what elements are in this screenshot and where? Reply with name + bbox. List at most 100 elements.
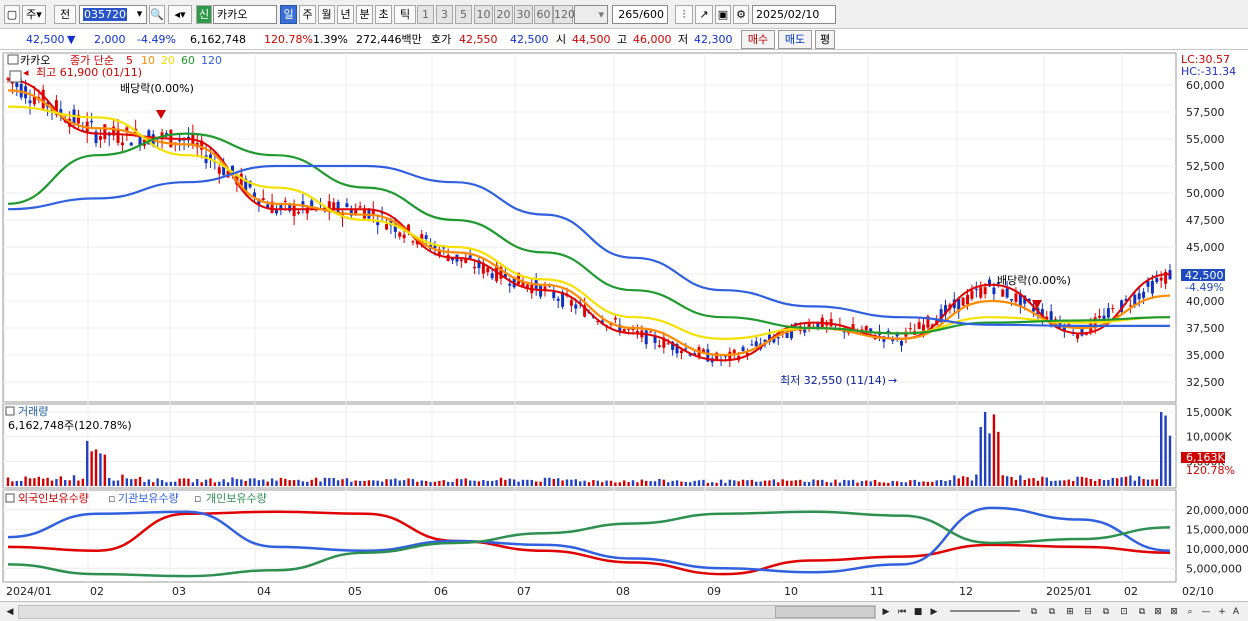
gear-icon[interactable]: ⚙ [733,5,749,24]
preset-120-button[interactable]: 120 [553,5,575,24]
candle-body [1155,277,1159,283]
interval-tick-tab[interactable]: 틱 [394,5,416,24]
volume-bar [134,478,137,486]
candle-body [517,272,521,285]
preset-30-button[interactable]: 30 [514,5,533,24]
volume-bar [1098,478,1101,486]
period-mode-select[interactable]: 주▾ [22,5,46,24]
panel-menu-icon[interactable] [7,54,19,65]
scroll-right-icon[interactable]: ▶ [882,607,890,617]
volume-bar [649,481,652,486]
count-field[interactable]: 265/600 [612,5,668,24]
interval-day-tab[interactable]: 일 [280,5,297,24]
draw-icon[interactable]: ↗ [695,5,713,24]
volume-bar [204,479,208,486]
candle-body [332,202,336,211]
scroll-track[interactable] [18,605,876,619]
measure-icon[interactable]: ⊡ [1120,607,1128,617]
volume-bar [570,479,573,486]
zoom-icon[interactable]: ⧉ [1030,607,1038,617]
speaker-icon[interactable]: ◂▾ [168,5,192,24]
crosshair-icon[interactable]: ⊞ [1066,607,1074,617]
prev-button[interactable]: 전 [54,5,76,24]
volume-bar [702,479,705,486]
interval-day-label: 일 [283,8,294,21]
grid-toggle-icon[interactable] [9,70,22,83]
export-icon[interactable]: ⧉ [1138,607,1146,617]
preset-5-button[interactable]: 5 [455,5,472,24]
copy-icon[interactable]: ⧉ [1102,607,1110,617]
buy-button[interactable]: 매수 [741,30,775,49]
volume-bar [574,479,577,486]
scroll-thumb[interactable] [775,606,875,618]
select-icon[interactable]: ⊟ [1084,607,1092,617]
bottom-scrollbar[interactable]: ◀ ▶ ⏮ ■ ▶ ⧉ ⧉ ⊞ ⊟ ⧉ ⊡ ⧉ ⊠ ⊠ ⌕ — + A [0,601,1248,621]
candle-body [490,273,494,279]
candle-body [1001,289,1005,297]
stock-chart[interactable]: 60,000 57,500 55,000 52,500 50,000 47,500 45,0… [0,50,1248,601]
search-icon[interactable]: ⌕ [1187,607,1193,617]
candle-body [653,335,657,343]
stop-icon[interactable]: ■ [913,607,923,617]
preset-1-button[interactable]: 1 [417,5,434,24]
volume-bar [275,480,278,486]
preset-3-button[interactable]: 3 [436,5,453,24]
preset-20-button[interactable]: 20 [494,5,513,24]
candle-body [1150,280,1154,294]
volume-bar [152,482,155,486]
interval-year-tab[interactable]: 년 [337,5,354,24]
save-icon[interactable]: ▣ [715,5,731,24]
candle-body [1084,334,1088,336]
volume-bar [1080,476,1084,486]
custom-interval-select[interactable]: ▾ [574,5,608,24]
preset-10-button[interactable]: 10 [474,5,493,24]
auto-scale-icon[interactable]: A [1232,607,1240,617]
eval-button[interactable]: 평 [815,30,835,49]
window-icon[interactable]: ▢ [4,5,20,24]
volume-bar [843,479,846,486]
chevron-down-icon[interactable]: ▾ [136,7,143,20]
stock-name-field[interactable]: 카카오 [213,5,277,24]
preset-60-button[interactable]: 60 [534,5,553,24]
candle-body [974,288,978,291]
search-icon[interactable]: 🔍 [149,5,165,24]
volume-bar [992,414,996,486]
candle-body [657,345,661,347]
candle-body [1120,300,1124,312]
stock-name-value: 카카오 [217,8,248,21]
volume-bar [636,482,639,486]
minus-icon[interactable]: — [1201,607,1211,617]
candle-icon[interactable]: ⫶ [675,5,693,24]
volume-bar [997,431,1000,486]
sell-button[interactable]: 매도 [778,30,812,49]
settings-icon[interactable]: ⊠ [1170,607,1178,617]
date-field[interactable]: 2025/02/10 [752,5,836,24]
volume-bar [1071,481,1075,486]
interval-week-tab[interactable]: 주 [299,5,316,24]
code-input[interactable]: 035720 [79,5,147,24]
interval-minute-tab[interactable]: 분 [356,5,373,24]
volume-bar [55,479,58,486]
interval-second-tab[interactable]: 초 [375,5,392,24]
plus-icon[interactable]: + [1218,607,1226,617]
scroll-left-icon[interactable]: ◀ [6,607,14,617]
price-y-tick: 40,000 [1186,295,1225,308]
volume-bar [1076,476,1079,486]
panel-menu-icon[interactable] [5,406,15,416]
new-label: 신 [198,8,210,21]
play-icon[interactable]: ▶ [930,607,938,617]
volume-bar [367,480,371,486]
candle-body [583,305,587,317]
panel-menu-icon[interactable] [5,493,15,503]
volume-bar [1049,481,1053,486]
volume-bar [873,479,877,486]
volume-bar [975,474,978,486]
new-badge[interactable]: 신 [196,5,212,24]
interval-month-tab[interactable]: 월 [318,5,335,24]
zoom-slider[interactable] [950,610,1020,612]
print-icon[interactable]: ⊠ [1154,607,1162,617]
pan-icon[interactable]: ⧉ [1048,607,1056,617]
rewind-icon[interactable]: ⏮ [897,607,907,617]
candle-body [869,328,873,332]
volume-bar [592,480,595,486]
